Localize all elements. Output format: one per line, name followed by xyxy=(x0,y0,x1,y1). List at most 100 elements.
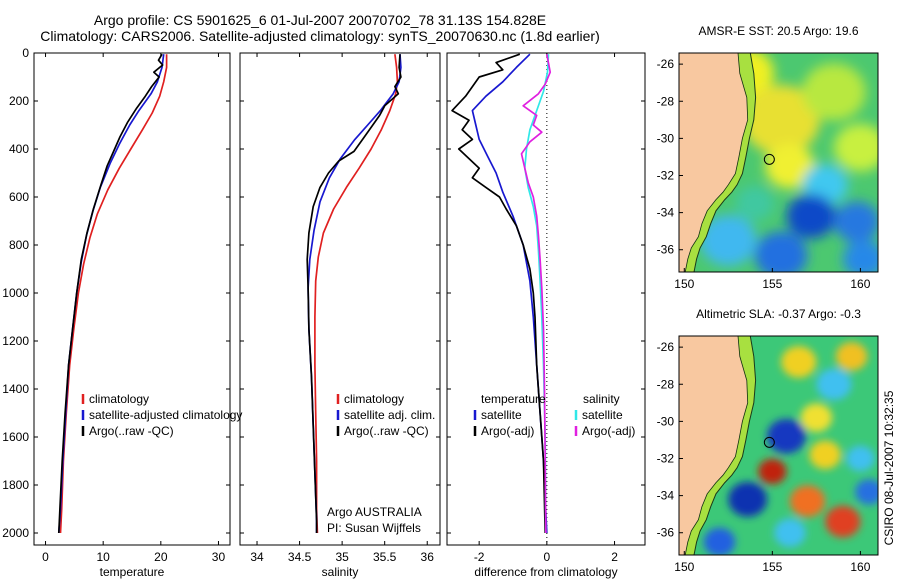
map-x-tick-label: 155 xyxy=(762,277,782,291)
map-blob xyxy=(774,518,806,548)
map-y-tick-label: -28 xyxy=(657,94,675,108)
x-axis-label: difference from climatology xyxy=(474,565,617,579)
panel-temperature: 0 10 20 30 0 200 400 600 800 1000 1200 1400 1600 1800… xyxy=(2,46,231,579)
map-blob xyxy=(802,63,866,121)
map-y-tick-label: -32 xyxy=(657,451,675,465)
y-tick-label: 1800 xyxy=(2,478,29,492)
legend-difference: temperature salinity satellite Argo(-adj) sa… xyxy=(473,392,635,438)
map-blob xyxy=(825,505,861,538)
y-tick-label: 0 xyxy=(22,46,29,60)
legend-label: climatology xyxy=(344,392,404,406)
x-tick-label: 30 xyxy=(212,550,226,564)
map-blob xyxy=(754,231,808,272)
shelf-contour xyxy=(693,53,757,272)
x-tick-label: 2 xyxy=(611,550,618,564)
map-blob xyxy=(855,479,878,505)
land-mass xyxy=(679,53,748,272)
land-mass xyxy=(679,336,748,555)
map-blob xyxy=(728,481,768,517)
series-line-temperature-argo-adj- xyxy=(451,53,547,534)
map-y-tick-label: -26 xyxy=(657,340,675,354)
y-tick-label: 1600 xyxy=(2,430,29,444)
shelf-contour xyxy=(693,336,757,555)
panel-annotation: PI: Susan Wijffels xyxy=(327,521,421,535)
map-blob xyxy=(735,185,775,221)
map-x-tick-label: 150 xyxy=(674,277,694,291)
x-tick-label: 20 xyxy=(154,550,168,564)
map-y-tick-label: -26 xyxy=(657,57,675,71)
y-tick-label: 1400 xyxy=(2,382,29,396)
series-line-argo-raw-qc- xyxy=(306,54,402,533)
map-x-tick-label: 150 xyxy=(674,560,694,574)
map-blob xyxy=(833,123,878,172)
x-tick-label: 34.5 xyxy=(288,550,312,564)
map-y-tick-label: -36 xyxy=(657,526,675,540)
map-blob xyxy=(809,440,841,470)
map-title: Altimetric SLA: -0.37 Argo: -0.3 xyxy=(696,307,861,321)
x-tick-label: 0 xyxy=(544,550,551,564)
x-tick-label: -2 xyxy=(474,550,485,564)
panel-sst-map: 150 155 160 -26 -28 -30 -32 -34 -36 AMSR-E SST: 2… xyxy=(657,24,879,291)
map-blob xyxy=(742,84,820,155)
map-title: AMSR-E SST: 20.5 Argo: 19.6 xyxy=(698,24,858,38)
legend-label: Argo(-adj) xyxy=(481,424,534,438)
map-blob xyxy=(846,445,875,472)
map-x-tick-label: 155 xyxy=(762,560,782,574)
panel-sla-map: 150 155 160 -26 -28 -30 -32 -34 -36 Altimetric SL… xyxy=(657,307,879,574)
legend-label: satellite xyxy=(481,408,522,422)
map-blob xyxy=(786,194,836,239)
legend-label: satellite xyxy=(582,408,623,422)
y-tick-label: 400 xyxy=(9,142,29,156)
x-tick-label: 36 xyxy=(421,550,435,564)
map-frame xyxy=(678,52,879,273)
map-blob xyxy=(833,201,878,243)
x-tick-label: 35 xyxy=(335,550,349,564)
x-axis-label: temperature xyxy=(100,565,165,579)
map-blob xyxy=(835,342,868,371)
y-tick-label: 800 xyxy=(9,238,29,252)
plot-frame xyxy=(239,52,441,546)
x-axis-label: salinity xyxy=(322,565,359,579)
float-position-marker xyxy=(763,153,775,165)
map-blob xyxy=(765,144,815,189)
float-position-marker xyxy=(763,436,775,448)
series-line-climatology xyxy=(314,54,399,534)
legend-temperature: climatology satellite-adjusted climatolog… xyxy=(81,392,242,438)
main-title-line2: Climatology: CARS2006. Satellite-adjuste… xyxy=(40,28,600,44)
map-y-tick-label: -36 xyxy=(657,243,675,257)
plot-frame xyxy=(33,52,231,546)
map-field xyxy=(679,336,878,555)
series-line-salinity-argo-adj- xyxy=(520,54,552,534)
map-blob xyxy=(816,368,852,401)
legend-title: temperature xyxy=(481,392,546,406)
legend-label: satellite adj. clim. xyxy=(344,408,435,422)
panel-salinity: 34 34.5 35 35.5 36 salinity xyxy=(239,52,441,579)
map-blob xyxy=(700,215,757,266)
x-tick-label: 35.5 xyxy=(373,550,397,564)
timestamp-side-label: CSIRO 08-Jul-2007 10:32:35 xyxy=(882,390,896,545)
y-tick-label: 1000 xyxy=(2,286,29,300)
y-tick-label: 600 xyxy=(9,190,29,204)
panel-annotation: Argo AUSTRALIA xyxy=(327,505,422,519)
series-line-salinity-satellite xyxy=(523,54,550,534)
map-y-tick-label: -30 xyxy=(657,131,675,145)
x-tick-label: 34 xyxy=(250,550,264,564)
map-blob xyxy=(767,418,806,454)
main-title-line1: Argo profile: CS 5901625_6 01-Jul-2007 2… xyxy=(93,12,547,28)
map-blobs xyxy=(700,53,878,272)
map-y-tick-label: -30 xyxy=(657,414,675,428)
map-y-tick-label: -34 xyxy=(657,489,675,503)
legend-label: Argo(..raw -QC) xyxy=(89,424,174,438)
map-x-tick-label: 160 xyxy=(850,560,870,574)
series-line-argo-raw-qc- xyxy=(57,53,164,534)
x-tick-label: 10 xyxy=(96,550,110,564)
map-blob xyxy=(800,403,833,432)
map-frame xyxy=(678,335,879,556)
map-field xyxy=(679,53,878,272)
legend-label: Argo(-adj) xyxy=(582,424,635,438)
legend-title: salinity xyxy=(583,392,620,406)
map-y-tick-label: -32 xyxy=(657,168,675,182)
map-blob xyxy=(758,458,787,485)
